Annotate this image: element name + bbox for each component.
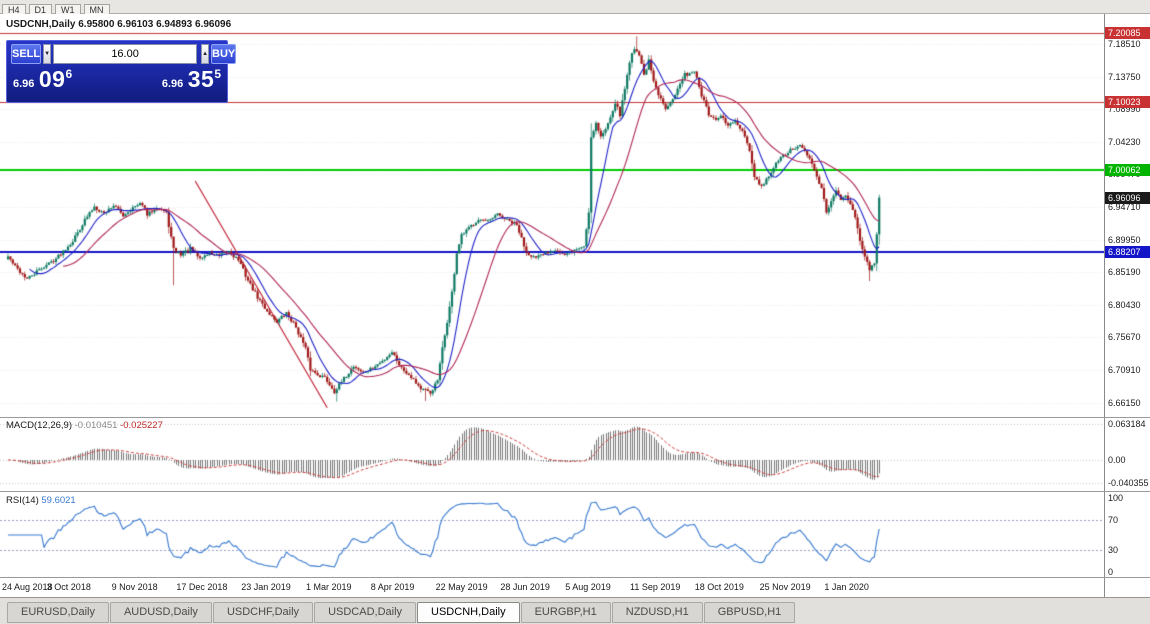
rsi-axis-label: 30 xyxy=(1108,544,1119,555)
timeframe-tab-d1[interactable]: D1 xyxy=(28,4,53,16)
rsi-indicator-label: RSI(14) 59.6021 xyxy=(6,495,76,506)
sell-price-prefix: 6.96 xyxy=(13,78,35,90)
chart-tab-eurusd-daily[interactable]: EURUSD,Daily xyxy=(7,602,109,623)
date-label: 9 Nov 2018 xyxy=(111,582,158,592)
price-axis-label: 7.08990 xyxy=(1108,104,1141,115)
date-label: 25 Nov 2019 xyxy=(759,582,811,592)
price-chart-canvas[interactable] xyxy=(0,14,1104,597)
price-axis-label: 6.80430 xyxy=(1108,299,1141,310)
price-axis-label: 7.18510 xyxy=(1108,39,1141,49)
date-label: 28 Jun 2019 xyxy=(500,582,550,592)
sell-button[interactable]: SELL xyxy=(11,44,42,64)
chart-tabs-bar: EURUSD,Daily AUDUSD,Daily USDCHF,Daily USDC… xyxy=(0,597,1150,624)
chevron-up-icon: ▲ xyxy=(202,51,209,57)
chart-tab-nzdusd-h1[interactable]: NZDUSD,H1 xyxy=(611,602,703,623)
chart-window: USDCNH,Daily 6.95800 6.96103 6.94893 6.9… xyxy=(0,14,1150,597)
macd-indicator-label: MACD(12,26,9) -0.010451 -0.025227 xyxy=(6,420,163,431)
price-axis-label: 6.85190 xyxy=(1108,267,1141,278)
chart-tab-usdcnh-daily[interactable]: USDCNH,Daily xyxy=(417,602,520,623)
date-label: 18 Oct 2019 xyxy=(694,582,744,592)
one-click-trading-panel: SELL ▼ ▲ BUY 6.96 096 6.96 355 xyxy=(6,40,237,103)
chart-tab-eurgbp-h1[interactable]: EURGBP,H1 xyxy=(520,602,611,623)
macd-axis-label: 0.063184 xyxy=(1108,419,1146,429)
sell-price: 6.96 096 xyxy=(13,66,72,93)
lot-size-input[interactable] xyxy=(53,44,198,64)
chart-tab-usdchf-daily[interactable]: USDCHF,Daily xyxy=(212,602,314,623)
buy-price: 6.96 355 xyxy=(162,66,221,93)
panel-separator xyxy=(0,577,1150,578)
price-tag: 6.88207 xyxy=(1105,245,1150,258)
price-axis-label: 6.89950 xyxy=(1108,234,1141,245)
date-label: 1 Jan 2020 xyxy=(824,582,869,592)
panel-separator xyxy=(0,491,1150,492)
chart-title: USDCNH,Daily 6.95800 6.96103 6.94893 6.9… xyxy=(6,19,232,30)
date-label: 1 Mar 2019 xyxy=(306,582,352,592)
chart-tab-usdcad-daily[interactable]: USDCAD,Daily xyxy=(314,602,417,623)
date-label: 17 Dec 2018 xyxy=(176,582,228,592)
rsi-name: RSI(14) xyxy=(6,495,39,506)
date-label: 3 Oct 2018 xyxy=(46,582,91,592)
lot-decrease-button[interactable]: ▼ xyxy=(43,44,52,64)
macd-axis-label: -0.040355 xyxy=(1108,478,1149,488)
buy-button[interactable]: BUY xyxy=(211,44,237,64)
rsi-value: 59.6021 xyxy=(41,495,76,506)
macd-value: -0.010451 xyxy=(74,420,118,431)
rsi-axis-label: 0 xyxy=(1108,567,1114,577)
date-label: 22 May 2019 xyxy=(435,582,488,592)
date-label: 5 Aug 2019 xyxy=(565,582,611,592)
chevron-down-icon: ▼ xyxy=(44,51,51,57)
date-label: 24 Aug 2018 xyxy=(2,582,53,592)
price-tag: 7.00062 xyxy=(1105,164,1150,177)
timeframe-tab-mn[interactable]: MN xyxy=(83,4,110,16)
price-axis-label: 6.70910 xyxy=(1108,365,1141,376)
buy-price-pips: 35 xyxy=(187,66,215,92)
timeframe-tab-w1[interactable]: W1 xyxy=(55,4,81,16)
price-axis-label: 6.75670 xyxy=(1108,332,1141,343)
sell-price-point: 6 xyxy=(65,67,73,81)
sell-price-pips: 09 xyxy=(38,66,66,92)
date-label: 8 Apr 2019 xyxy=(370,582,415,592)
rsi-axis-label: 100 xyxy=(1108,493,1124,503)
macd-name: MACD(12,26,9) xyxy=(6,420,72,431)
macd-signal-value: -0.025227 xyxy=(120,420,163,431)
time-axis: 24 Aug 2018 3 Oct 2018 9 Nov 2018 17 Dec 20… xyxy=(0,578,1104,597)
price-axis-label: 7.13750 xyxy=(1108,71,1141,82)
date-label: 11 Sep 2019 xyxy=(630,582,681,592)
rsi-axis-label: 70 xyxy=(1108,515,1119,526)
date-label: 23 Jan 2019 xyxy=(241,582,291,592)
price-axis-label: 6.94710 xyxy=(1108,202,1141,213)
price-axis-label: 6.66150 xyxy=(1108,397,1141,408)
chart-tab-gbpusd-h1[interactable]: GBPUSD,H1 xyxy=(703,602,796,623)
panel-separator xyxy=(0,417,1150,418)
lot-increase-button[interactable]: ▲ xyxy=(201,44,210,64)
timeframe-bar: H4 D1 W1 MN xyxy=(0,0,1150,16)
price-tag: 6.96096 xyxy=(1105,191,1150,204)
buy-price-prefix: 6.96 xyxy=(161,78,184,90)
price-axis-label: 7.04230 xyxy=(1108,136,1141,147)
price-tag: 7.20085 xyxy=(1105,27,1150,40)
buy-price-point: 5 xyxy=(214,67,221,81)
macd-axis-label: 0.00 xyxy=(1108,455,1126,465)
timeframe-tab-h4[interactable]: H4 xyxy=(2,4,26,16)
chart-tab-audusd-daily[interactable]: AUDUSD,Daily xyxy=(109,602,212,623)
price-axis: 7.185107.137507.089907.042306.994706.947… xyxy=(1104,14,1150,597)
price-tag: 7.10023 xyxy=(1105,96,1150,109)
